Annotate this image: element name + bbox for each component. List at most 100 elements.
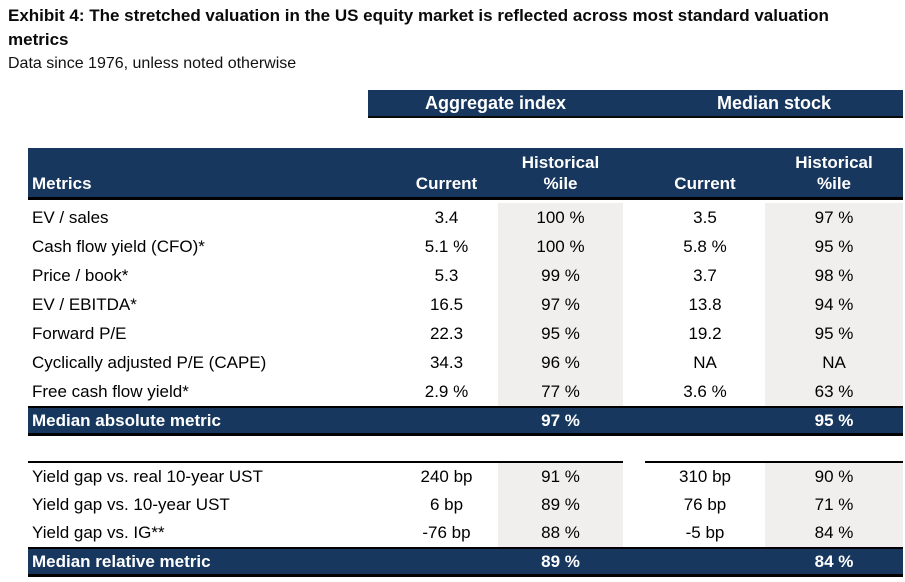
column-gap <box>623 261 645 290</box>
percentile-value-aggregate: 91 % <box>498 463 623 491</box>
table-row: Cyclically adjusted P/E (CAPE) 34.3 96 %… <box>28 348 903 377</box>
current-value-aggregate: 2.9 % <box>424 382 469 401</box>
metric-label: Free cash flow yield* <box>32 382 189 401</box>
median-absolute-pct-median: 95 % <box>814 411 854 430</box>
median-absolute-label: Median absolute metric <box>32 411 221 430</box>
percentile-value-median: 97 % <box>765 203 903 232</box>
percentile-value-median: 95 % <box>765 319 903 348</box>
column-gap <box>623 408 645 433</box>
median-relative-pct-aggregate: 89 % <box>541 552 580 571</box>
column-header-current-aggregate: Current <box>415 174 478 193</box>
percentile-value-median: 63 % <box>765 377 903 406</box>
percentile-value-aggregate: 95 % <box>498 319 623 348</box>
relative-metrics-section: Yield gap vs. real 10-year UST 240 bp 91… <box>28 463 903 547</box>
pctile-label: %ile <box>816 174 852 193</box>
current-value-aggregate: 5.1 % <box>424 237 469 256</box>
table-row: Yield gap vs. IG** -76 bp 88 % -5 bp 84 … <box>28 519 903 547</box>
historical-label: Historical <box>521 153 600 172</box>
current-value-median: 3.5 <box>693 208 717 227</box>
current-value-median: NA <box>693 353 717 372</box>
group-header-bar: Aggregate index Median stock <box>368 90 903 118</box>
group-header-aggregate-index: Aggregate index <box>424 93 567 113</box>
current-value-median: 3.6 % <box>683 382 727 401</box>
current-value-aggregate: 5.3 <box>434 266 459 285</box>
percentile-value-aggregate: 89 % <box>498 491 623 519</box>
column-gap <box>623 463 645 491</box>
exhibit-title-line2: metrics <box>8 30 69 49</box>
current-value-aggregate: 3.4 <box>434 208 459 227</box>
percentile-value-median: 95 % <box>765 232 903 261</box>
metric-label: Cyclically adjusted P/E (CAPE) <box>32 353 267 372</box>
table-row: EV / sales 3.4 100 % 3.5 97 % <box>28 203 903 232</box>
section-divider-left <box>28 461 623 463</box>
column-gap <box>623 549 645 574</box>
metric-label: EV / sales <box>32 208 109 227</box>
percentile-value-median: 90 % <box>765 463 903 491</box>
metric-label: Forward P/E <box>32 324 127 343</box>
table-row: Cash flow yield (CFO)* 5.1 % 100 % 5.8 %… <box>28 232 903 261</box>
historical-label: Historical <box>795 153 873 172</box>
column-gap <box>623 290 645 319</box>
current-value-aggregate: 6 bp <box>429 495 464 514</box>
table-row: Price / book* 5.3 99 % 3.7 98 % <box>28 261 903 290</box>
percentile-value-aggregate: 97 % <box>498 290 623 319</box>
metric-label: Yield gap vs. IG** <box>32 523 165 542</box>
spacer <box>395 408 498 433</box>
median-relative-label: Median relative metric <box>32 552 211 571</box>
median-relative-pct-median: 84 % <box>814 552 854 571</box>
percentile-value-aggregate: 100 % <box>498 232 623 261</box>
exhibit-subtitle: Data since 1976, unless noted otherwise <box>8 55 297 72</box>
absolute-metrics-section: EV / sales 3.4 100 % 3.5 97 % Cash flow … <box>28 203 903 406</box>
percentile-value-median: 94 % <box>765 290 903 319</box>
median-absolute-pct-aggregate: 97 % <box>541 411 580 430</box>
median-relative-row: Median relative metric 89 % 84 % <box>28 547 903 577</box>
table-row: Forward P/E 22.3 95 % 19.2 95 % <box>28 319 903 348</box>
pctile-label: %ile <box>543 174 578 193</box>
percentile-value-aggregate: 99 % <box>498 261 623 290</box>
metric-label: Yield gap vs. real 10-year UST <box>32 467 263 486</box>
current-value-median: 76 bp <box>683 495 727 514</box>
column-header-historical-pct-median: Historical %ile <box>765 148 903 197</box>
column-gap <box>623 148 645 197</box>
column-gap <box>623 491 645 519</box>
metric-label: Yield gap vs. 10-year UST <box>32 495 230 514</box>
current-value-median: 3.7 <box>693 266 717 285</box>
table-row: Free cash flow yield* 2.9 % 77 % 3.6 % 6… <box>28 377 903 406</box>
spacer <box>395 549 498 574</box>
percentile-value-median: NA <box>765 348 903 377</box>
current-value-median: 19.2 <box>688 324 722 343</box>
column-header-historical-pct-aggregate: Historical %ile <box>498 148 623 197</box>
median-absolute-row: Median absolute metric 97 % 95 % <box>28 406 903 436</box>
percentile-value-median: 98 % <box>765 261 903 290</box>
current-value-median: -5 bp <box>685 523 725 542</box>
spacer <box>645 408 765 433</box>
current-value-median: 5.8 % <box>683 237 727 256</box>
percentile-value-aggregate: 77 % <box>498 377 623 406</box>
percentile-value-median: 71 % <box>765 491 903 519</box>
exhibit-title-line1: Exhibit 4: The stretched valuation in th… <box>8 6 829 25</box>
current-value-aggregate: 22.3 <box>429 324 464 343</box>
percentile-value-aggregate: 100 % <box>498 203 623 232</box>
section-divider-right <box>645 461 903 463</box>
percentile-value-aggregate: 96 % <box>498 348 623 377</box>
column-gap <box>623 519 645 547</box>
column-header-metrics: Metrics <box>32 174 92 193</box>
current-value-median: 310 bp <box>679 467 731 486</box>
spacer <box>645 549 765 574</box>
column-gap <box>623 232 645 261</box>
current-value-aggregate: 16.5 <box>429 295 464 314</box>
column-gap <box>623 319 645 348</box>
percentile-value-aggregate: 88 % <box>498 519 623 547</box>
metric-label: Cash flow yield (CFO)* <box>32 237 205 256</box>
current-value-aggregate: 240 bp <box>420 467 473 486</box>
table-column-header: Metrics Current Historical %ile Current … <box>28 148 903 200</box>
column-gap <box>623 377 645 406</box>
group-header-median-stock: Median stock <box>716 93 832 113</box>
exhibit-title: Exhibit 4: The stretched valuation in th… <box>8 4 900 52</box>
column-header-current-median: Current <box>674 174 736 193</box>
percentile-value-median: 84 % <box>765 519 903 547</box>
metric-label: EV / EBITDA* <box>32 295 137 314</box>
column-gap <box>623 203 645 232</box>
current-value-median: 13.8 <box>688 295 722 314</box>
